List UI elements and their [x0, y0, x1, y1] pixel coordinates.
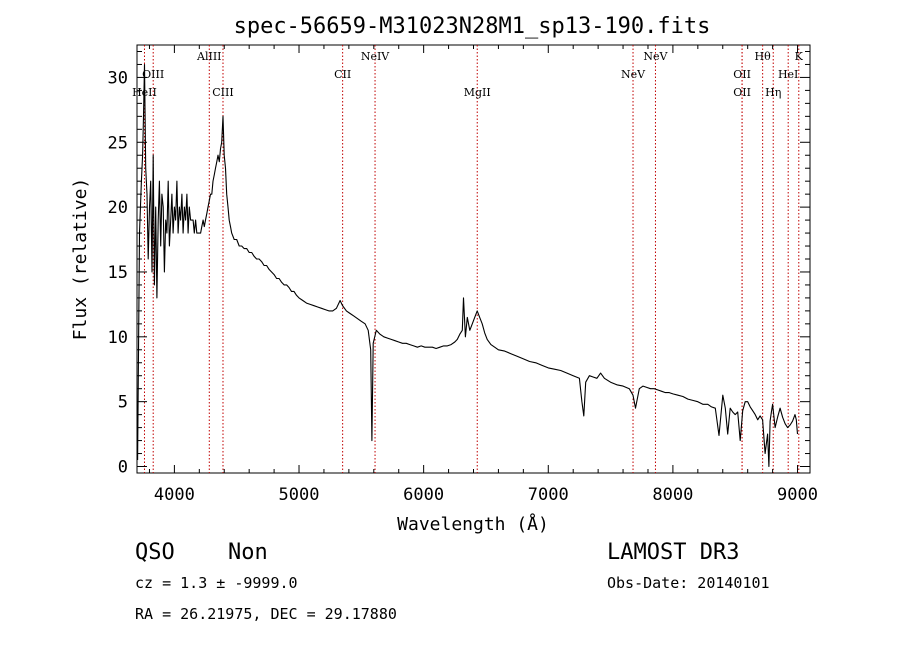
y-tick-label: 10 — [108, 328, 128, 348]
line-label: NeV — [643, 50, 668, 63]
x-tick-label: 4000 — [154, 485, 195, 505]
line-label: OII — [733, 68, 751, 81]
line-label: OIII — [142, 68, 164, 81]
emission-line-markers — [143, 45, 800, 473]
y-tick-label: 5 — [118, 393, 128, 413]
line-label: HeI — [778, 68, 798, 81]
y-tick-label: 30 — [108, 68, 128, 88]
y-tick-label: 0 — [118, 458, 128, 478]
redshift-text: cz = 1.3 ± -9999.0 — [135, 574, 298, 592]
x-tick-label: 5000 — [279, 485, 320, 505]
chart-title: spec-56659-M31023N28M1_sp13-190.fits — [234, 14, 711, 39]
object-class: QSO — [135, 540, 175, 565]
y-tick-label: 20 — [108, 198, 128, 218]
y-axis-label: Flux (relative) — [70, 178, 91, 341]
emission-line-labels: HeIIOIIIAlIIICIIICIINeIVMgIINeVNeVOIIOII… — [132, 50, 804, 99]
survey-label: LAMOST DR3 — [607, 540, 739, 565]
line-label: Hθ — [755, 50, 772, 63]
line-label: Hη — [765, 86, 781, 99]
line-label: CII — [334, 68, 351, 81]
line-label: MgII — [464, 86, 491, 99]
coordinates-text: RA = 26.21975, DEC = 29.17880 — [135, 605, 397, 623]
line-label: NeIV — [361, 50, 390, 63]
line-label: AlIII — [196, 50, 222, 63]
x-tick-label: 9000 — [777, 485, 818, 505]
line-label: K — [795, 50, 804, 63]
object-subclass: Non — [228, 540, 268, 565]
series-spectrum — [137, 63, 799, 468]
line-label: OII — [733, 86, 751, 99]
x-axis-label: Wavelength (Å) — [397, 513, 549, 535]
y-axis: 0 5 10 15 20 25 30 — [108, 50, 810, 478]
y-tick-label: 25 — [108, 133, 128, 153]
x-tick-label: 8000 — [652, 485, 693, 505]
line-label: NeV — [621, 68, 646, 81]
obs-date-text: Obs-Date: 20140101 — [607, 574, 770, 592]
plot-frame — [136, 44, 811, 474]
x-axis: 4000 5000 6000 7000 8000 9000 — [148, 45, 818, 505]
spectrum-line — [137, 63, 799, 468]
y-tick-label: 15 — [108, 263, 128, 283]
x-tick-label: 7000 — [528, 485, 569, 505]
line-label: CIII — [212, 86, 233, 99]
x-tick-label: 6000 — [403, 485, 444, 505]
